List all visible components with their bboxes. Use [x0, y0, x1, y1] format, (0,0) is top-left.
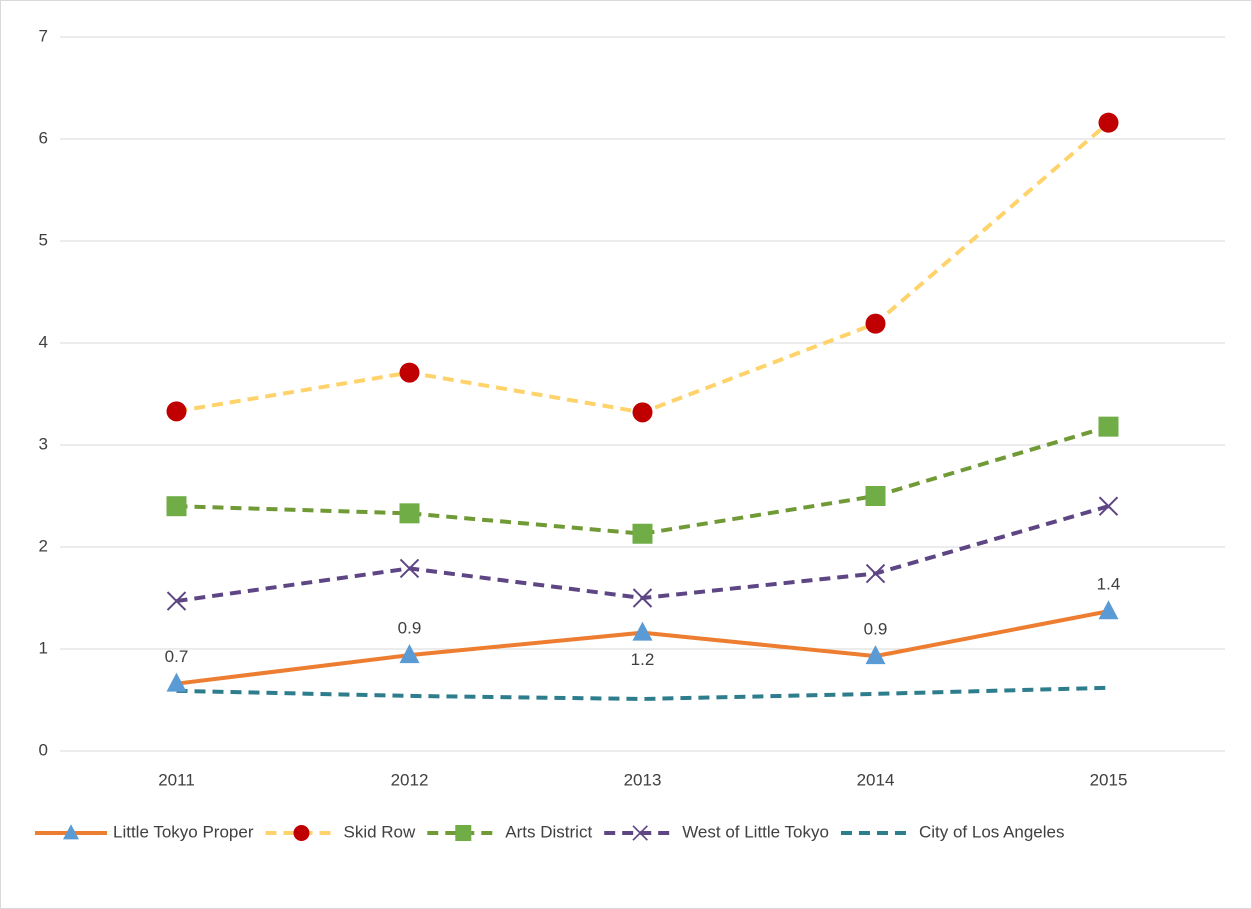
- marker: [632, 621, 653, 641]
- marker: [166, 672, 187, 692]
- marker: [632, 523, 653, 544]
- marker: [632, 588, 653, 608]
- marker: [865, 563, 886, 584]
- marker: [455, 825, 472, 841]
- y-tick-label: 7: [39, 26, 48, 45]
- y-tick-label: 4: [39, 332, 48, 351]
- legend-label: West of Little Tokyo: [682, 822, 829, 841]
- y-tick-label: 0: [39, 740, 48, 759]
- line: [176, 424, 1110, 536]
- marker: [1098, 416, 1119, 437]
- marker: [865, 486, 886, 506]
- series: [166, 112, 1119, 423]
- series: [166, 496, 1119, 611]
- data-label: 0.9: [864, 620, 888, 639]
- legend-label: City of Los Angeles: [919, 822, 1065, 841]
- x-tick-label: 2011: [158, 770, 195, 789]
- y-tick-label: 6: [39, 128, 48, 147]
- x-tick-label: 2012: [391, 770, 429, 789]
- marker: [166, 496, 187, 517]
- marker: [632, 825, 648, 841]
- data-label: 0.9: [398, 619, 422, 638]
- line: [176, 685, 1109, 701]
- legend-label: Little Tokyo Proper: [113, 822, 254, 841]
- data-label: 0.7: [165, 647, 189, 666]
- series: [166, 416, 1119, 544]
- y-tick-label: 5: [39, 230, 48, 249]
- data-label: 1.4: [1097, 575, 1121, 594]
- marker: [399, 362, 420, 383]
- x-tick-label: 2014: [857, 770, 895, 789]
- y-tick-label: 1: [39, 638, 48, 657]
- marker: [1098, 496, 1119, 516]
- legend: Little Tokyo Proper Skid Row Arts District…: [35, 822, 1065, 841]
- marker: [399, 503, 420, 524]
- series: 0.7 0.9 1.2 0.9 1.4: [165, 575, 1121, 692]
- legend-label: Arts District: [505, 822, 592, 841]
- y-tick-label: 3: [39, 434, 48, 453]
- marker: [1098, 112, 1119, 133]
- legend-label: Skid Row: [343, 822, 416, 841]
- marker: [399, 558, 420, 579]
- marker: [166, 401, 187, 422]
- marker: [865, 313, 886, 334]
- marker: [166, 591, 187, 611]
- x-tick-label: 2013: [624, 770, 662, 789]
- marker: [399, 644, 420, 664]
- marker: [293, 825, 310, 841]
- marker: [865, 645, 886, 665]
- marker: [1098, 600, 1119, 620]
- y-tick-label: 2: [39, 536, 48, 555]
- series: [176, 685, 1109, 701]
- marker: [632, 402, 653, 423]
- marker: [63, 824, 79, 840]
- x-tick-label: 2015: [1090, 770, 1128, 789]
- data-label: 1.2: [631, 650, 655, 669]
